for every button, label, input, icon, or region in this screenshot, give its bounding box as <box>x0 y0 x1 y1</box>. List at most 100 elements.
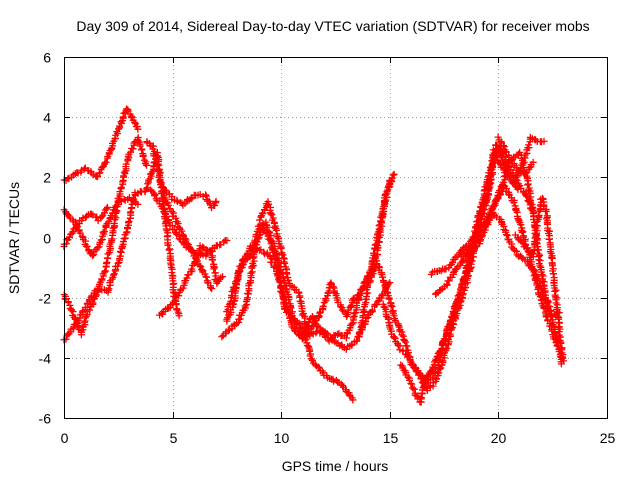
series-track-h <box>156 242 227 319</box>
data-point <box>281 259 289 267</box>
series-track-o <box>397 133 548 406</box>
data-point <box>277 245 285 253</box>
data-point <box>526 195 534 203</box>
data-point <box>122 160 130 168</box>
data-point <box>105 218 113 226</box>
data-point <box>390 170 398 178</box>
data-point <box>490 201 498 209</box>
data-point <box>475 226 483 234</box>
data-point <box>188 248 196 256</box>
data-point <box>383 188 391 196</box>
plot-frame <box>64 57 608 419</box>
data-point <box>529 158 537 166</box>
data-point <box>87 210 95 218</box>
data-point <box>134 125 142 133</box>
data-point <box>504 163 512 171</box>
data-point <box>249 254 257 262</box>
data-point <box>202 245 210 253</box>
data-point <box>449 313 457 321</box>
data-point <box>147 169 155 177</box>
data-point <box>245 280 253 288</box>
data-point <box>264 232 272 240</box>
data-point <box>404 373 412 381</box>
data-point <box>518 238 526 246</box>
data-point <box>476 233 484 241</box>
series-track-f <box>143 138 220 212</box>
data-point <box>417 375 425 383</box>
data-point <box>378 292 386 300</box>
data-point <box>513 173 521 181</box>
data-point <box>80 165 88 173</box>
data-point <box>112 208 120 216</box>
data-point <box>502 172 510 180</box>
data-point <box>202 273 210 281</box>
data-point <box>96 169 104 177</box>
data-point <box>169 300 177 308</box>
data-point <box>342 334 350 342</box>
data-point <box>147 186 155 194</box>
data-point <box>382 285 390 293</box>
data-point <box>83 242 91 250</box>
data-point <box>473 218 481 226</box>
data-point <box>408 380 416 388</box>
data-point <box>307 355 315 363</box>
data-point <box>210 265 218 273</box>
data-point <box>338 306 346 314</box>
data-point <box>219 273 227 281</box>
data-point <box>193 257 201 265</box>
data-point <box>495 159 503 167</box>
data-point <box>72 320 80 328</box>
data-point <box>432 356 440 364</box>
data-point <box>68 229 76 237</box>
data-point <box>247 269 255 277</box>
data-point <box>386 279 394 287</box>
data-point <box>542 313 550 321</box>
data-point <box>89 252 97 260</box>
data-point <box>225 300 233 308</box>
data-point <box>173 198 181 206</box>
data-point <box>230 283 238 291</box>
data-point <box>554 312 562 320</box>
data-point <box>516 148 524 156</box>
data-point <box>330 288 338 296</box>
data-point <box>105 285 113 293</box>
data-point <box>125 217 133 225</box>
data-point <box>513 251 521 259</box>
data-point <box>254 235 262 243</box>
x-tick-label: 10 <box>274 430 290 446</box>
x-tick-label: 15 <box>383 430 399 446</box>
data-point <box>241 302 249 310</box>
data-point <box>540 304 548 312</box>
data-point <box>94 244 102 252</box>
data-point <box>540 137 548 145</box>
data-point <box>398 331 406 339</box>
data-point <box>86 306 94 314</box>
data-point <box>165 201 173 209</box>
data-point <box>500 143 508 151</box>
data-point <box>453 297 461 305</box>
y-tick-label: 4 <box>43 110 51 126</box>
data-point <box>547 254 555 262</box>
data-point <box>193 256 201 264</box>
y-tick-label: 6 <box>43 50 51 66</box>
data-point <box>114 259 122 267</box>
x-tick-label: 25 <box>600 430 616 446</box>
data-point <box>267 210 275 218</box>
data-point <box>458 257 466 265</box>
data-point <box>109 271 117 279</box>
data-point <box>141 160 149 168</box>
series-track-s <box>511 194 568 365</box>
data-point <box>164 241 172 249</box>
data-point <box>103 205 111 213</box>
data-point <box>442 327 450 335</box>
data-point <box>410 385 418 393</box>
series-track-e <box>60 149 183 344</box>
data-point <box>373 301 381 309</box>
data-point <box>168 207 176 215</box>
data-point <box>316 309 324 317</box>
data-point <box>560 357 568 365</box>
data-point <box>207 284 215 292</box>
data-point <box>539 277 547 285</box>
data-point <box>544 226 552 234</box>
data-point <box>461 274 469 282</box>
